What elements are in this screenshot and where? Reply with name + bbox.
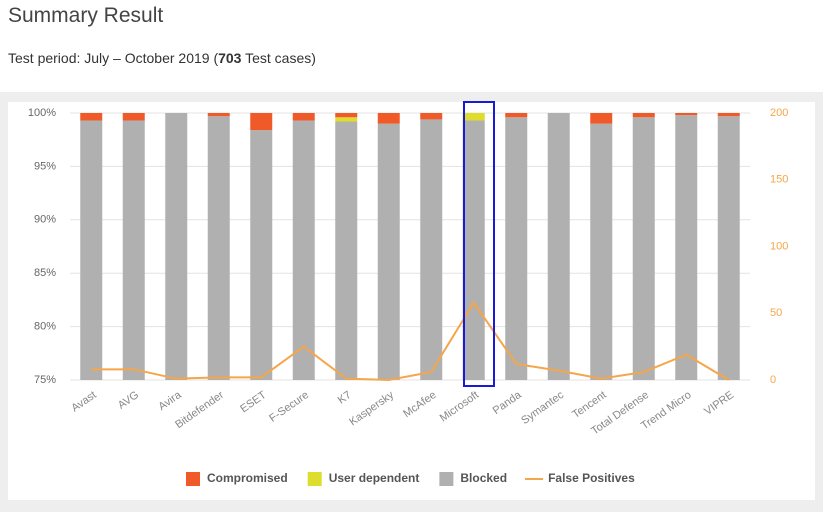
bar-segment [207,116,230,380]
legend-swatch [307,472,322,486]
y2-tick-label: 200 [770,107,788,119]
legend-label: Blocked [460,471,507,485]
y2-tick-label: 0 [770,374,776,386]
bar-segment [675,115,698,381]
legend-label: False Positives [548,471,635,485]
bar-segment [505,113,528,118]
bar-segment [377,113,400,124]
y2-tick-label: 50 [770,307,782,319]
page-title: Summary Result [8,4,164,27]
line-series [91,300,730,382]
y2-tick-label: 100 [770,240,788,252]
bar-segment [122,120,145,380]
legend-swatch [439,472,454,486]
y2-tick-label: 150 [770,174,788,186]
subtitle: Test period: July – October 2019 (703 Te… [8,50,316,66]
bar-segment [377,123,400,381]
legend-swatch [186,472,200,486]
bar-segment [335,117,358,122]
bar-segment [420,113,443,120]
bar-segment [335,121,358,380]
y-tick-label: 100% [28,107,56,119]
subtitle-text: Test cases) [241,50,316,66]
bar-segment [250,113,273,131]
bar-segment [547,113,570,380]
y-tick-label: 80% [34,321,56,333]
bar-segment [250,130,273,380]
bar-segment [675,113,698,116]
bar-segment [717,113,740,117]
bar-segment [165,113,188,380]
bar-segment [122,113,145,121]
bar-segment [80,113,103,121]
bar-segment [632,117,655,380]
subtitle-count: 703 [218,50,242,66]
legend-label: Compromised [207,471,288,485]
y-tick-label: 75% [34,374,56,386]
bar-segment [462,120,485,380]
legend-label: User dependent [329,471,420,485]
y-tick-label: 95% [34,160,56,172]
bar-segment [505,117,528,380]
y-tick-label: 85% [34,267,56,279]
bar-segment [292,113,315,121]
highlight-box [463,101,495,387]
bar-segment [420,119,443,381]
bar-segment [207,113,230,117]
bar-segment [590,113,613,124]
bar-segment [632,113,655,118]
subtitle-text: Test period: July – October 2019 ( [8,50,219,66]
bar-segment [292,120,315,380]
bar-segment [717,116,740,380]
bar-segment [80,120,103,380]
bar-segment [462,113,485,121]
bar-segment [335,113,358,118]
bar-segment [590,123,613,381]
y-tick-label: 90% [34,214,56,226]
